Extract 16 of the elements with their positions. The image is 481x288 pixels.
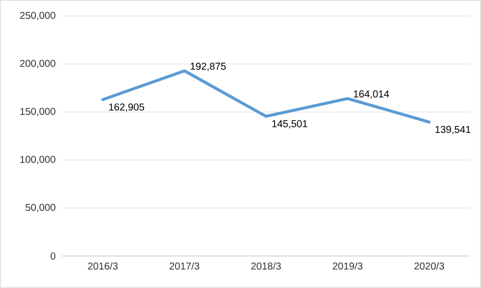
- data-label: 192,875: [190, 62, 226, 71]
- x-tick-label: 2017/3: [170, 262, 200, 270]
- y-tick-label: 100,000: [20, 156, 56, 164]
- data-label: 162,905: [109, 103, 144, 112]
- y-tick-label: 0: [50, 252, 56, 260]
- y-tick-label: 200,000: [20, 60, 56, 68]
- x-tick-label: 2018/3: [251, 262, 281, 270]
- x-tick-label: 2020/3: [414, 262, 444, 270]
- y-tick-label: 250,000: [20, 12, 56, 20]
- y-tick-label: 50,000: [26, 204, 56, 212]
- y-tick-label: 150,000: [20, 108, 56, 116]
- data-label: 145,501: [272, 120, 308, 128]
- x-tick-label: 2019/3: [332, 262, 362, 270]
- x-tick-label: 2016/3: [88, 262, 118, 270]
- data-label: 164,014: [354, 90, 390, 99]
- data-label: 139,541: [436, 126, 470, 134]
